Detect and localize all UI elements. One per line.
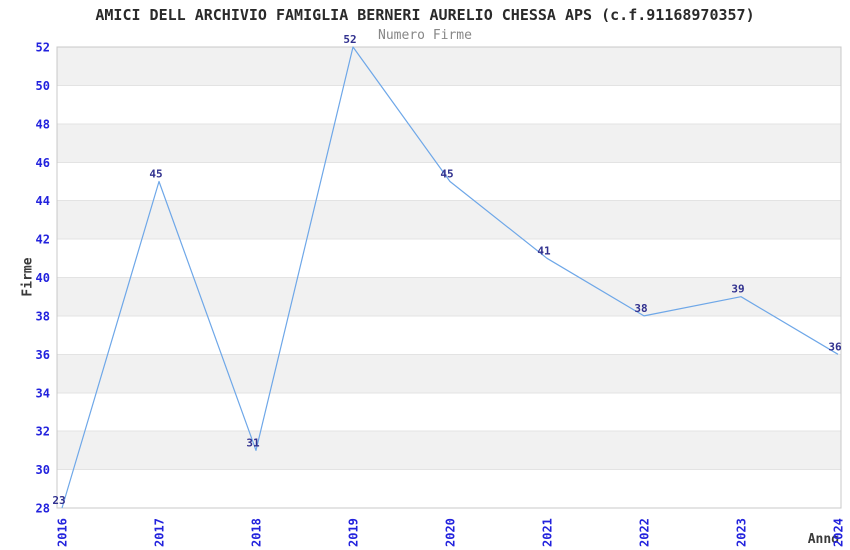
x-tick-label: 2021 <box>541 518 555 547</box>
x-tick-label: 2016 <box>56 518 70 547</box>
value-label: 45 <box>440 168 453 181</box>
y-tick-label: 34 <box>36 386 50 400</box>
x-tick-label: 2019 <box>347 518 361 547</box>
band <box>57 431 841 470</box>
series-line <box>61 46 839 509</box>
x-tick-labels: 2016 2017 2018 2019 2020 2021 2022 2023 2024 <box>56 518 846 547</box>
plot-bands <box>57 47 841 470</box>
value-label: 39 <box>731 283 744 296</box>
value-label: 38 <box>634 302 647 315</box>
value-label: 52 <box>343 33 356 46</box>
y-tick-label: 40 <box>36 271 50 285</box>
band <box>57 200 841 240</box>
y-tick-label: 30 <box>36 463 50 477</box>
x-tick-label: 2022 <box>638 518 652 547</box>
chart-title: AMICI DELL ARCHIVIO FAMIGLIA BERNERI AUR… <box>95 6 755 24</box>
x-tick-label: 2024 <box>832 518 846 547</box>
chart-subtitle: Numero Firme <box>378 28 472 43</box>
band <box>57 47 841 86</box>
x-axis-label: Anno <box>807 532 839 547</box>
value-labels: 23 45 31 52 45 41 38 39 36 <box>52 33 842 507</box>
value-label: 36 <box>828 340 842 353</box>
y-tick-label: 42 <box>36 233 50 247</box>
y-tick-label: 32 <box>36 425 50 439</box>
y-tick-label: 50 <box>36 79 50 93</box>
y-tick-label: 52 <box>36 41 50 55</box>
value-label: 23 <box>52 494 65 507</box>
x-tick-label: 2023 <box>735 518 749 547</box>
y-tick-label: 36 <box>36 348 50 362</box>
plot-border <box>56 46 842 509</box>
y-tick-label: 28 <box>36 502 50 516</box>
value-label: 31 <box>246 436 260 449</box>
band <box>57 277 841 316</box>
value-label: 45 <box>149 168 162 181</box>
y-tick-label: 44 <box>36 194 50 208</box>
band <box>57 123 841 163</box>
y-tick-label: 48 <box>36 117 50 131</box>
x-tick-label: 2020 <box>444 518 458 547</box>
y-tick-labels: 28 30 32 34 36 38 40 42 44 46 48 50 52 <box>36 41 50 516</box>
value-label: 41 <box>537 244 551 257</box>
y-tick-label: 38 <box>36 309 50 323</box>
y-tick-label: 46 <box>36 156 50 170</box>
band <box>57 354 841 393</box>
grid-lines <box>57 84 841 471</box>
x-tick-label: 2018 <box>250 518 264 547</box>
x-tick-label: 2017 <box>153 518 167 547</box>
